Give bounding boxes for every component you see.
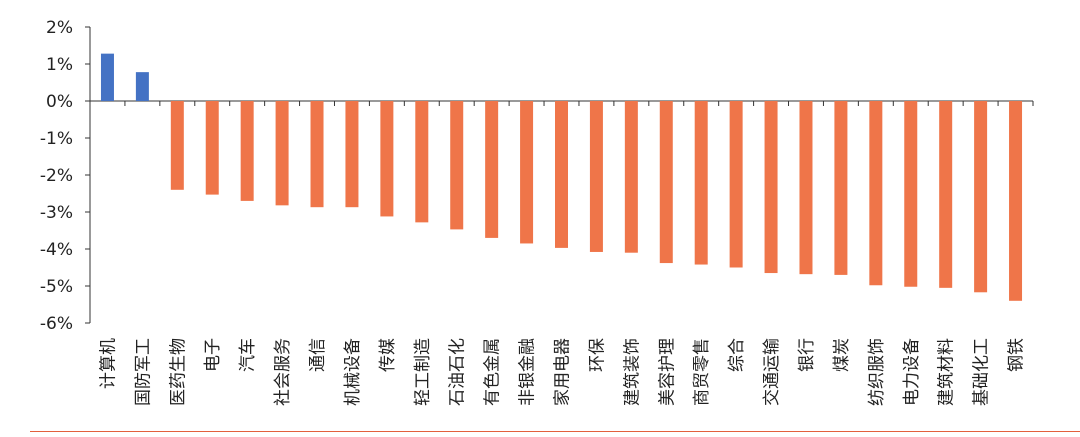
x-tick-label: 传媒 bbox=[378, 338, 398, 372]
bar bbox=[659, 101, 673, 264]
y-tick-label: -4% bbox=[40, 240, 73, 260]
y-tick-label: -3% bbox=[40, 203, 73, 223]
x-tick-label: 综合 bbox=[727, 338, 747, 372]
bar bbox=[939, 101, 953, 288]
x-tick-label: 计算机 bbox=[98, 338, 118, 389]
x-tick-label: 汽车 bbox=[238, 338, 258, 372]
bar bbox=[904, 101, 918, 287]
bar bbox=[135, 72, 149, 101]
x-tick-label: 家用电器 bbox=[553, 338, 573, 406]
bar bbox=[450, 101, 464, 230]
bar bbox=[869, 101, 883, 286]
x-tick-label: 石油石化 bbox=[448, 338, 468, 406]
x-tick-label: 国防军工 bbox=[133, 338, 153, 406]
x-tick-label: 社会服务 bbox=[273, 338, 293, 406]
bar bbox=[275, 101, 289, 206]
bar bbox=[485, 101, 499, 238]
bar bbox=[764, 101, 778, 274]
y-tick-label: -5% bbox=[40, 277, 73, 297]
x-tick-label: 轻工制造 bbox=[413, 338, 433, 406]
y-tick-label: 0% bbox=[46, 92, 73, 112]
bar bbox=[729, 101, 743, 268]
x-tick-label: 电力设备 bbox=[902, 338, 922, 406]
x-tick-label: 商贸零售 bbox=[692, 338, 712, 406]
x-tick-label: 纺织服饰 bbox=[867, 338, 887, 406]
x-tick-label: 煤炭 bbox=[832, 338, 852, 372]
y-tick-label: -2% bbox=[40, 166, 73, 186]
y-tick-label: 1% bbox=[46, 55, 73, 75]
bar bbox=[799, 101, 813, 275]
bar bbox=[589, 101, 603, 252]
bottom-rule bbox=[30, 431, 1080, 432]
bar bbox=[345, 101, 359, 208]
x-tick-label: 钢铁 bbox=[1007, 338, 1027, 372]
bar bbox=[100, 53, 114, 101]
bar bbox=[415, 101, 429, 223]
x-tick-label: 交通运输 bbox=[762, 338, 782, 406]
bar bbox=[694, 101, 708, 265]
bar bbox=[555, 101, 568, 248]
y-tick-label: -1% bbox=[40, 129, 73, 149]
x-tick-label: 环保 bbox=[587, 338, 607, 372]
bar bbox=[624, 101, 638, 253]
x-tick-label: 通信 bbox=[308, 338, 328, 372]
bar bbox=[380, 101, 394, 217]
x-tick-label: 银行 bbox=[797, 338, 817, 372]
y-tick-label: 2% bbox=[46, 18, 73, 38]
x-tick-label: 有色金属 bbox=[483, 338, 503, 406]
x-tick-label: 建筑材料 bbox=[937, 338, 957, 406]
x-tick-label: 非银金融 bbox=[518, 338, 538, 406]
bar bbox=[520, 101, 534, 244]
x-tick-label: 机械设备 bbox=[343, 338, 363, 406]
x-tick-label: 美容护理 bbox=[657, 338, 677, 406]
bar bbox=[834, 101, 848, 275]
bar bbox=[170, 101, 184, 190]
bar bbox=[310, 101, 324, 208]
bar bbox=[974, 101, 988, 293]
bar bbox=[1009, 101, 1023, 301]
x-tick-label: 基础化工 bbox=[972, 338, 992, 406]
y-tick-label: -6% bbox=[40, 314, 73, 334]
x-tick-label: 建筑装饰 bbox=[622, 338, 642, 406]
x-tick-label: 电子 bbox=[203, 338, 223, 372]
x-tick-label: 医药生物 bbox=[168, 338, 188, 406]
bar bbox=[240, 101, 254, 201]
bar bbox=[205, 101, 219, 195]
